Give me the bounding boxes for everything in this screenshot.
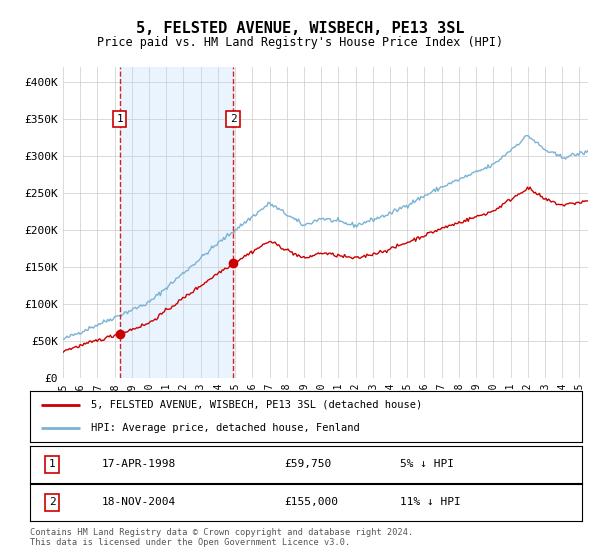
- Text: 17-APR-1998: 17-APR-1998: [102, 459, 176, 469]
- Text: 5, FELSTED AVENUE, WISBECH, PE13 3SL (detached house): 5, FELSTED AVENUE, WISBECH, PE13 3SL (de…: [91, 400, 422, 410]
- Text: Contains HM Land Registry data © Crown copyright and database right 2024.
This d: Contains HM Land Registry data © Crown c…: [30, 528, 413, 547]
- Text: 1: 1: [116, 114, 123, 124]
- Text: Price paid vs. HM Land Registry's House Price Index (HPI): Price paid vs. HM Land Registry's House …: [97, 36, 503, 49]
- Text: 2: 2: [230, 114, 236, 124]
- Text: 1: 1: [49, 459, 55, 469]
- Bar: [119, 67, 233, 378]
- Text: 5% ↓ HPI: 5% ↓ HPI: [400, 459, 454, 469]
- Text: 18-NOV-2004: 18-NOV-2004: [102, 497, 176, 507]
- Text: 2: 2: [49, 497, 55, 507]
- Text: HPI: Average price, detached house, Fenland: HPI: Average price, detached house, Fenl…: [91, 423, 359, 433]
- Text: 5, FELSTED AVENUE, WISBECH, PE13 3SL: 5, FELSTED AVENUE, WISBECH, PE13 3SL: [136, 21, 464, 36]
- Text: £155,000: £155,000: [284, 497, 338, 507]
- Text: 11% ↓ HPI: 11% ↓ HPI: [400, 497, 461, 507]
- Text: £59,750: £59,750: [284, 459, 331, 469]
